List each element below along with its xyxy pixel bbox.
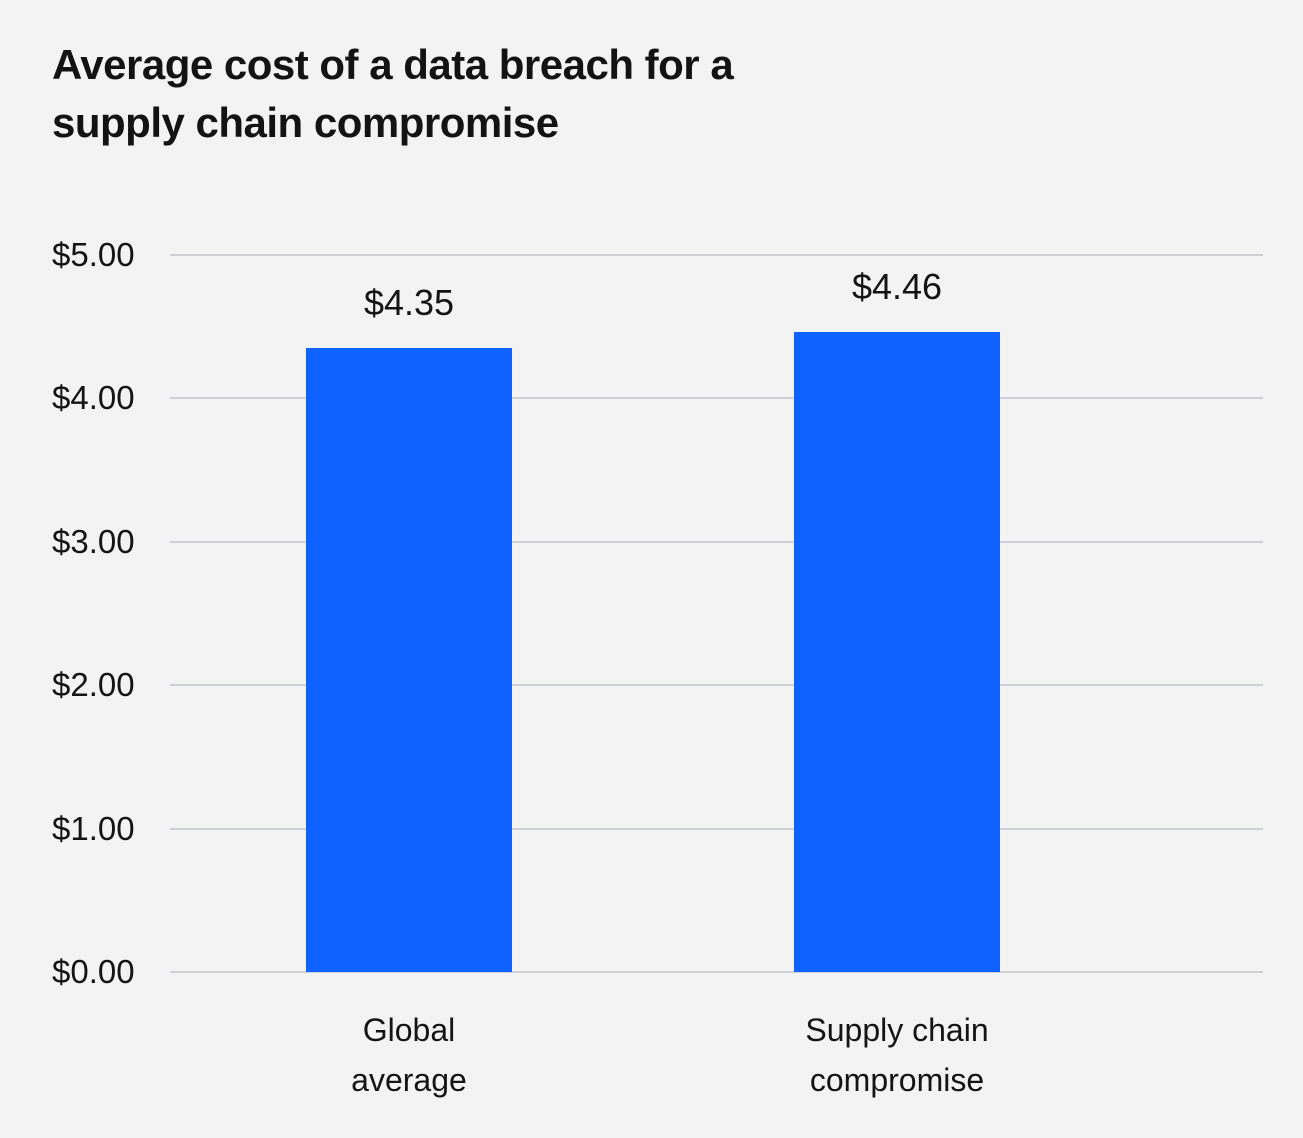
gridline (170, 827, 1263, 830)
gridline (170, 254, 1263, 256)
gridline (170, 684, 1263, 687)
bar-global-average (306, 348, 512, 972)
x-axis-category-label-line: Global (362, 1012, 456, 1048)
gridline (170, 397, 1263, 400)
y-axis-tick-label: $1.00 (52, 809, 135, 847)
x-axis-category-label-line: compromise (809, 1062, 985, 1098)
x-axis-category-label-line: Supply chain (805, 1012, 989, 1048)
y-axis-tick-label: $3.00 (52, 522, 135, 560)
y-axis-tick-label: $5.00 (52, 236, 135, 273)
y-axis-tick-label: $4.00 (52, 379, 135, 417)
chart-title: Average cost of a data breach for a supp… (52, 41, 734, 146)
bar-supply-chain-compromise (794, 332, 1000, 972)
gridline (170, 540, 1263, 543)
x-axis-category-label-line: average (351, 1062, 467, 1098)
gridline (170, 971, 1263, 973)
bar-value-label: $4.46 (851, 266, 943, 308)
x-axis-category-label: Global average (249, 1005, 569, 1105)
bar-value-label: $4.35 (363, 282, 455, 324)
y-axis-tick-label: $2.00 (52, 666, 135, 704)
y-axis-tick-label: $0.00 (52, 953, 135, 990)
x-axis-category-label: Supply chain compromise (737, 1005, 1057, 1105)
